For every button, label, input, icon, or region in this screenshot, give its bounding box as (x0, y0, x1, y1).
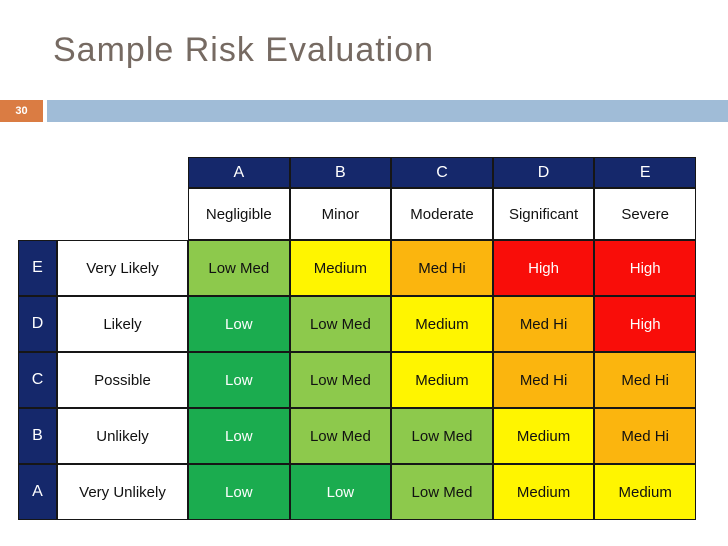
risk-cell: Medium (492, 464, 595, 520)
corner-blank (57, 157, 188, 188)
column-letter: B (289, 157, 392, 188)
corner-blank (18, 188, 57, 240)
risk-cell: Med Hi (594, 408, 696, 464)
row-letter: D (18, 296, 57, 352)
risk-cell: High (492, 240, 595, 296)
risk-cell: Low (188, 408, 290, 464)
risk-cell: Medium (594, 464, 696, 520)
risk-cell: Medium (492, 408, 595, 464)
accent-bar (47, 100, 728, 122)
severity-label: Severe (594, 188, 696, 240)
column-letter: A (188, 157, 290, 188)
risk-cell: High (594, 240, 696, 296)
column-letter: C (391, 157, 493, 188)
page-number-badge: 30 (0, 100, 43, 122)
risk-cell: Medium (289, 240, 392, 296)
column-letter: D (492, 157, 595, 188)
risk-cell: Medium (391, 296, 493, 352)
row-letter: E (18, 240, 57, 296)
row-letter: A (18, 464, 57, 520)
risk-cell: Low Med (289, 296, 392, 352)
slide-title: Sample Risk Evaluation (53, 31, 435, 69)
risk-cell: Med Hi (594, 352, 696, 408)
risk-cell: Medium (391, 352, 493, 408)
likelihood-label: Very Unlikely (57, 464, 188, 520)
risk-cell: Low Med (289, 352, 392, 408)
risk-cell: Med Hi (391, 240, 493, 296)
likelihood-label: Likely (57, 296, 188, 352)
severity-label: Moderate (391, 188, 493, 240)
likelihood-label: Possible (57, 352, 188, 408)
risk-cell: Low (188, 464, 290, 520)
severity-label: Minor (289, 188, 392, 240)
risk-cell: Med Hi (492, 352, 595, 408)
column-letter: E (594, 157, 696, 188)
risk-cell: Low Med (289, 408, 392, 464)
risk-cell: Med Hi (492, 296, 595, 352)
corner-blank (57, 188, 188, 240)
risk-cell: High (594, 296, 696, 352)
risk-cell: Low (289, 464, 392, 520)
likelihood-label: Unlikely (57, 408, 188, 464)
risk-cell: Low Med (188, 240, 290, 296)
severity-label: Negligible (188, 188, 290, 240)
severity-label: Significant (492, 188, 595, 240)
risk-cell: Low Med (391, 464, 493, 520)
risk-cell: Low Med (391, 408, 493, 464)
risk-cell: Low (188, 296, 290, 352)
risk-cell: Low (188, 352, 290, 408)
row-letter: B (18, 408, 57, 464)
corner-blank (18, 157, 57, 188)
row-letter: C (18, 352, 57, 408)
risk-matrix-table: A B C D E Negligible Minor Moderate Sign… (18, 157, 696, 520)
likelihood-label: Very Likely (57, 240, 188, 296)
